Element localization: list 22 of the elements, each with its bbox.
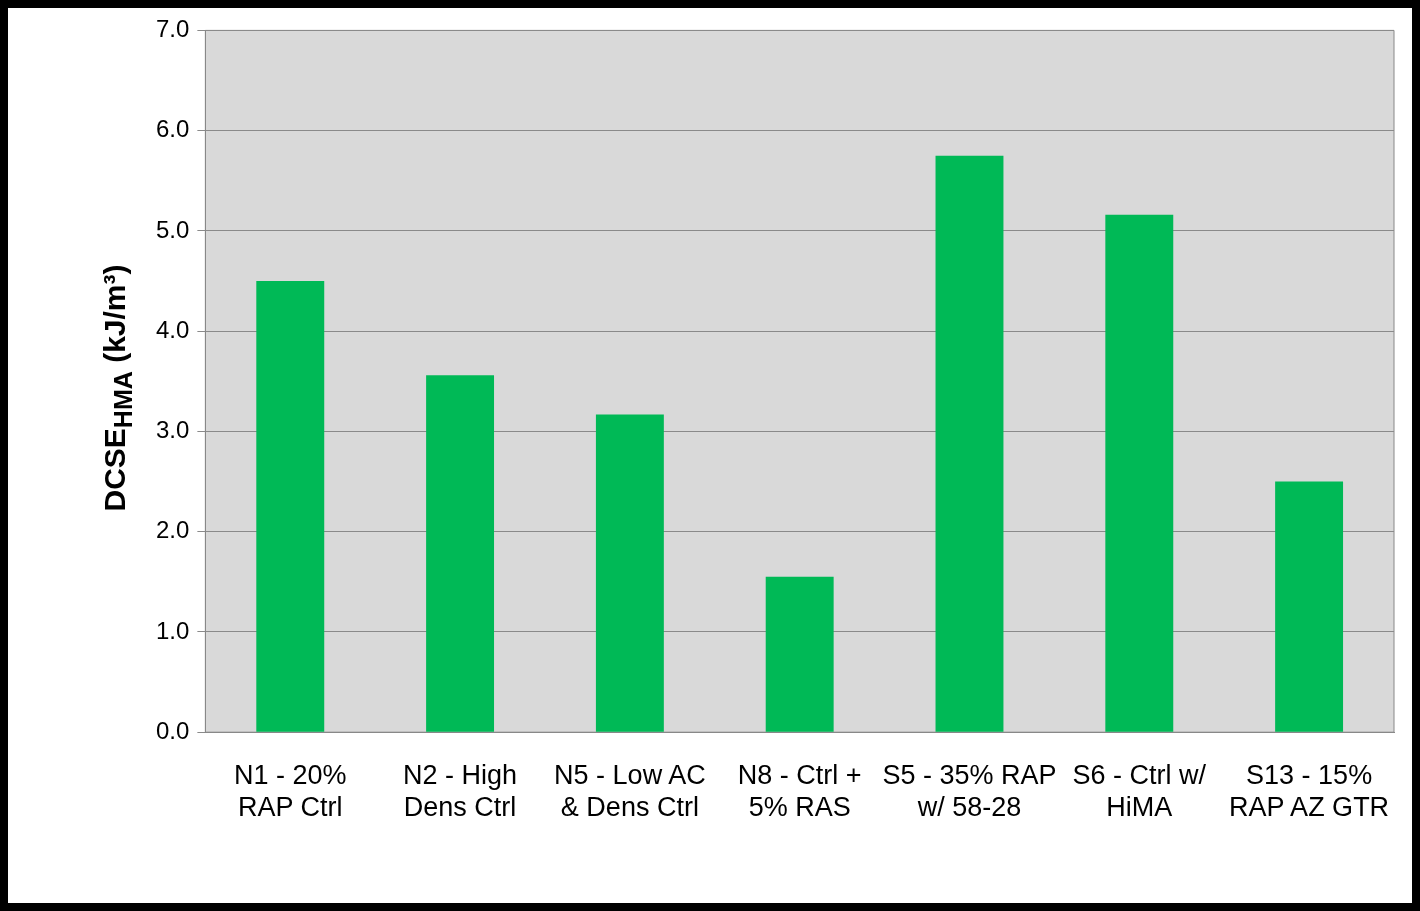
bar	[1275, 481, 1344, 732]
y-tick-label: 3.0	[155, 416, 190, 444]
bar	[426, 375, 495, 732]
bar	[765, 576, 834, 732]
y-tick-label: 2.0	[155, 516, 190, 544]
x-tick-label: S6 - Ctrl w/ HiMA	[1072, 759, 1207, 823]
y-tick-label: 1.0	[155, 616, 190, 644]
x-tick-label: N1 - 20% RAP Ctrl	[233, 759, 347, 823]
x-tick-label: N8 - Ctrl + 5% RAS	[737, 759, 862, 823]
x-tick-label: N2 - High Dens Ctrl	[403, 759, 518, 823]
bar	[1105, 214, 1174, 732]
x-tick-label: S5 - 35% RAP w/ 58-28	[882, 759, 1057, 823]
y-tick-label: 4.0	[155, 315, 190, 343]
x-tick-label: N5 - Low AC & Dens Ctrl	[554, 759, 706, 823]
y-tick-label: 7.0	[155, 15, 190, 43]
bar	[595, 414, 664, 732]
x-tick-label: S13 - 15% RAP AZ GTR	[1229, 759, 1390, 823]
bar	[935, 155, 1004, 732]
bar	[256, 281, 325, 732]
y-tick-label: 0.0	[155, 716, 190, 744]
y-tick-label: 5.0	[155, 215, 190, 243]
y-tick-label: 6.0	[155, 115, 190, 143]
